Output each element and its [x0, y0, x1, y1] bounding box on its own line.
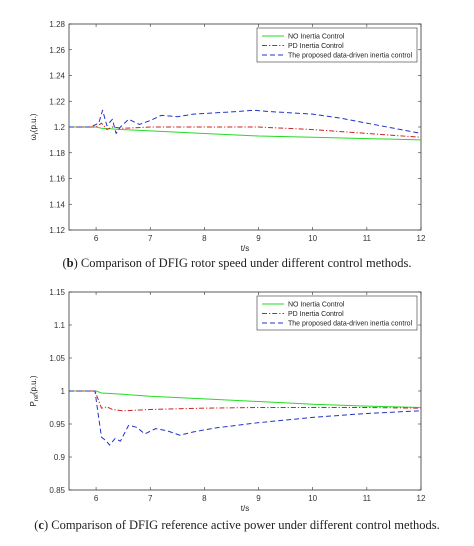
x-tick-label: 6	[94, 234, 99, 243]
x-tick-label: 11	[363, 234, 372, 243]
legend-label: PD Inertia Control	[288, 43, 344, 50]
y-tick-label: 1.05	[49, 354, 65, 363]
y-axis-label: ωr(p.u.)	[29, 113, 40, 140]
x-tick-label: 8	[202, 494, 207, 503]
x-axis-label: t/s	[241, 244, 249, 253]
chart-active-power: 0.85 0.9 0.95 1 1.05 1.1 1.15 6 7 8 9 10 11 12 t/s Pref…	[29, 288, 426, 513]
y-tick-label: 0.9	[54, 453, 66, 462]
legend: NO Inertia Control PD Inertia Control The …	[256, 295, 418, 331]
x-tick-label: 10	[308, 494, 317, 503]
legend-label: The proposed data-driven inertia control	[288, 53, 413, 60]
series-line-2	[69, 390, 421, 412]
x-axis-label: t/s	[241, 504, 249, 513]
y-tick-label: 1.26	[49, 46, 65, 55]
caption-b-letter: b	[66, 256, 74, 270]
caption-c-text: Comparison of DFIG reference active powe…	[51, 518, 440, 532]
y-tick-label: 1.16	[49, 175, 65, 184]
y-tick-label: 1.12	[49, 226, 65, 235]
y-tick-label: 1.22	[49, 97, 65, 106]
y-axis-label: Pref(p.u.)	[29, 375, 40, 406]
y-tick-label: 1	[61, 387, 66, 396]
x-tick-label: 11	[363, 494, 372, 503]
legend-label: NO Inertia Control	[288, 34, 345, 41]
x-tick-label: 12	[417, 494, 426, 503]
y-tick-label: 0.85	[49, 486, 65, 495]
caption-c: (c) Comparison of DFIG reference active …	[34, 518, 440, 532]
caption-c-letter: c	[38, 518, 44, 532]
x-tick-label: 6	[94, 494, 99, 503]
series-line-2	[69, 122, 421, 138]
x-tick-label: 9	[256, 494, 261, 503]
y-tick-label: 1.2	[54, 123, 66, 132]
x-tick-label: 12	[417, 234, 426, 243]
series-line-3	[69, 109, 421, 134]
x-tick-label: 9	[256, 234, 261, 243]
y-tick-label: 1.28	[49, 20, 65, 29]
y-tick-label: 1.1	[54, 321, 66, 330]
caption-b: (b) Comparison of DFIG rotor speed under…	[62, 256, 412, 270]
y-tick-label: 1.24	[49, 72, 65, 81]
series-line-1	[69, 126, 421, 141]
x-tick-label: 7	[148, 234, 153, 243]
legend-label: PD Inertia Control	[288, 311, 344, 318]
legend: NO Inertia Control PD Inertia Control The …	[256, 27, 418, 63]
caption-b-text: Comparison of DFIG rotor speed under dif…	[80, 256, 412, 270]
legend-label: NO Inertia Control	[288, 302, 345, 309]
y-tick-label: 1.14	[49, 200, 65, 209]
x-tick-label: 8	[202, 234, 207, 243]
y-tick-label: 1.15	[49, 288, 65, 297]
series-line-3	[69, 390, 421, 446]
series-line-1	[69, 390, 421, 408]
y-tick-label: 1.18	[49, 149, 65, 158]
chart-rotor-speed: 1.12 1.14 1.16 1.18 1.2 1.22 1.24 1.26 1.28 6 7 8 9 1…	[29, 20, 426, 253]
legend-label: The proposed data-driven inertia control	[288, 321, 413, 328]
y-tick-label: 0.95	[49, 420, 65, 429]
x-tick-label: 7	[148, 494, 153, 503]
x-tick-label: 10	[308, 234, 317, 243]
